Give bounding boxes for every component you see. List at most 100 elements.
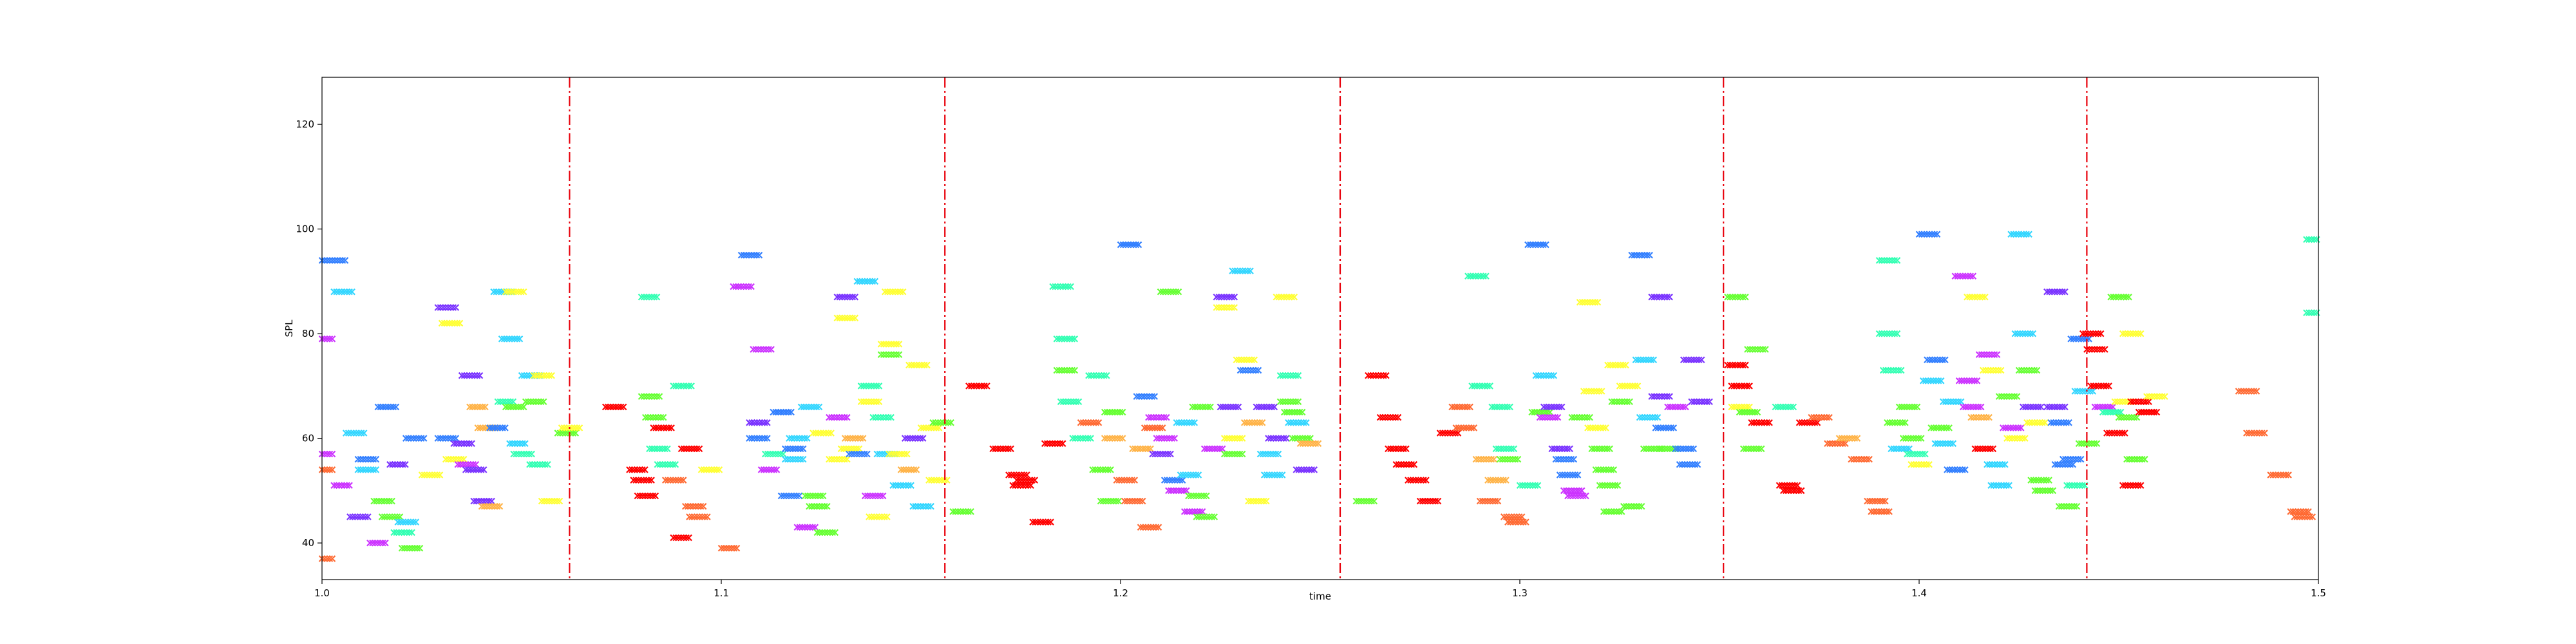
note-marker	[2047, 419, 2072, 426]
note-marker	[1029, 518, 1054, 526]
note-x-marks	[1285, 419, 1310, 426]
note-x-marks	[1189, 403, 1214, 411]
note-x-marks	[1256, 450, 1282, 458]
note-marker	[2303, 236, 2320, 243]
note-x-marks	[1904, 450, 1929, 458]
note-marker	[1436, 430, 1462, 437]
note-x-marks	[1568, 413, 1593, 421]
note-x-marks	[354, 455, 380, 463]
note-x-marks	[1939, 398, 1965, 406]
note-marker	[1648, 393, 1673, 400]
note-x-marks	[1748, 419, 1773, 426]
note-marker	[1069, 435, 1094, 442]
note-x-marks	[1220, 450, 1246, 458]
note-marker	[434, 435, 460, 442]
note-marker	[1875, 330, 1901, 337]
note-marker	[1568, 413, 1593, 421]
note-x-marks	[1405, 477, 1430, 484]
x-tick-label: 1.3	[1512, 587, 1528, 599]
note-x-marks	[1416, 497, 1442, 505]
note-marker	[801, 492, 827, 500]
note-marker	[1884, 419, 1909, 426]
note-marker	[761, 450, 787, 458]
note-marker	[746, 435, 771, 442]
note-marker	[354, 466, 380, 473]
note-x-marks	[670, 383, 695, 390]
note-marker	[1596, 482, 1622, 489]
note-x-marks	[1552, 455, 1578, 463]
note-marker	[833, 293, 859, 301]
note-marker	[2075, 440, 2101, 448]
note-marker	[1180, 508, 1206, 515]
note-x-marks	[1944, 466, 1969, 473]
note-x-marks	[434, 435, 460, 442]
note-marker	[1385, 445, 1410, 453]
note-x-marks	[1931, 440, 1957, 448]
note-marker	[1979, 366, 2005, 374]
note-x-marks	[1652, 424, 1678, 431]
note-marker	[1217, 403, 1242, 411]
note-marker	[905, 361, 931, 369]
note-x-marks	[1664, 403, 1689, 411]
note-x-marks	[1464, 272, 1490, 280]
note-marker	[1220, 435, 1246, 442]
note-x-marks	[502, 288, 527, 296]
note-x-marks	[1588, 445, 1613, 453]
note-marker	[1416, 497, 1442, 505]
note-marker	[1955, 377, 1981, 384]
note-x-marks	[526, 460, 551, 468]
note-x-marks	[2063, 482, 2088, 489]
note-x-marks	[1744, 346, 1769, 353]
note-marker	[366, 539, 389, 547]
note-marker	[1193, 513, 1218, 520]
note-x-marks	[1005, 471, 1030, 478]
note-marker	[1253, 403, 1278, 411]
note-marker	[1133, 393, 1159, 400]
note-x-marks	[538, 497, 564, 505]
note-marker	[877, 351, 903, 358]
note-marker	[1728, 403, 1753, 411]
note-x-marks	[770, 408, 795, 416]
note-x-marks	[917, 424, 943, 431]
note-x-marks	[886, 450, 911, 458]
note-x-marks	[2031, 487, 2057, 495]
note-x-marks	[1492, 445, 1518, 453]
note-marker	[2115, 413, 2141, 421]
note-marker	[1995, 393, 2021, 400]
note-marker	[2043, 403, 2069, 411]
note-x-marks	[638, 393, 663, 400]
note-marker	[2119, 330, 2145, 337]
note-marker	[1185, 492, 1210, 500]
note-x-marks	[1600, 508, 1625, 515]
note-marker	[1240, 419, 1266, 426]
note-x-marks	[1141, 424, 1166, 431]
note-x-marks	[837, 445, 863, 453]
x-tick-label: 1.1	[714, 587, 729, 599]
note-marker	[989, 445, 1014, 453]
note-marker	[2023, 419, 2049, 426]
note-marker	[2051, 460, 2077, 468]
note-x-marks	[777, 492, 803, 500]
note-x-marks	[901, 435, 927, 442]
note-x-marks	[1688, 398, 1713, 406]
note-marker	[378, 513, 404, 520]
note-marker	[1077, 419, 1103, 426]
note-marker	[786, 435, 811, 442]
note-x-marks	[1899, 435, 1925, 442]
note-x-marks	[2015, 366, 2041, 374]
note-x-marks	[2083, 346, 2108, 353]
note-x-marks	[1875, 330, 1901, 337]
note-x-marks	[418, 471, 444, 478]
note-x-marks	[1133, 393, 1159, 400]
note-x-marks	[1352, 497, 1378, 505]
note-marker	[1939, 398, 1965, 406]
note-x-marks	[905, 361, 931, 369]
note-x-marks	[1009, 482, 1034, 489]
note-x-marks	[1955, 377, 1981, 384]
note-marker	[929, 419, 954, 426]
note-marker	[1808, 413, 1833, 421]
note-marker	[530, 372, 555, 379]
note-marker	[1213, 304, 1238, 311]
note-marker	[1392, 460, 1418, 468]
note-x-marks	[1240, 419, 1266, 426]
